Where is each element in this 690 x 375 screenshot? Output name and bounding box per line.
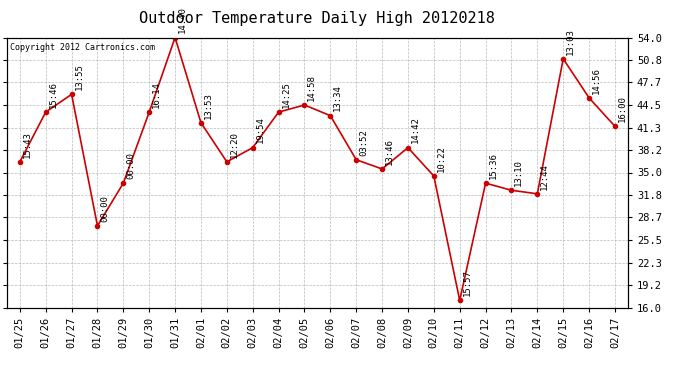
Text: 12:44: 12:44 [540, 163, 549, 190]
Text: 13:55: 13:55 [75, 63, 83, 90]
Text: 15:43: 15:43 [23, 131, 32, 158]
Text: Copyright 2012 Cartronics.com: Copyright 2012 Cartronics.com [10, 43, 155, 52]
Text: 13:46: 13:46 [385, 138, 394, 165]
Text: 14:25: 14:25 [282, 81, 290, 108]
Text: 13:03: 13:03 [566, 28, 575, 55]
Text: 15:36: 15:36 [489, 152, 497, 179]
Text: 13:10: 13:10 [514, 159, 523, 186]
Text: 13:53: 13:53 [204, 92, 213, 118]
Text: Outdoor Temperature Daily High 20120218: Outdoor Temperature Daily High 20120218 [139, 11, 495, 26]
Text: 12:20: 12:20 [230, 131, 239, 158]
Text: 13:34: 13:34 [333, 85, 342, 111]
Text: 19:54: 19:54 [255, 117, 264, 144]
Text: 15:57: 15:57 [462, 269, 471, 296]
Text: 10:22: 10:22 [437, 145, 446, 172]
Text: 14:40: 14:40 [178, 6, 187, 33]
Text: 14:58: 14:58 [307, 74, 316, 101]
Text: 16:14: 16:14 [152, 81, 161, 108]
Text: 00:00: 00:00 [126, 152, 135, 179]
Text: 14:42: 14:42 [411, 117, 420, 144]
Text: 00:00: 00:00 [100, 195, 109, 222]
Text: 14:56: 14:56 [592, 67, 601, 94]
Text: 15:46: 15:46 [48, 81, 57, 108]
Text: 03:52: 03:52 [359, 129, 368, 156]
Text: 16:00: 16:00 [618, 95, 627, 122]
